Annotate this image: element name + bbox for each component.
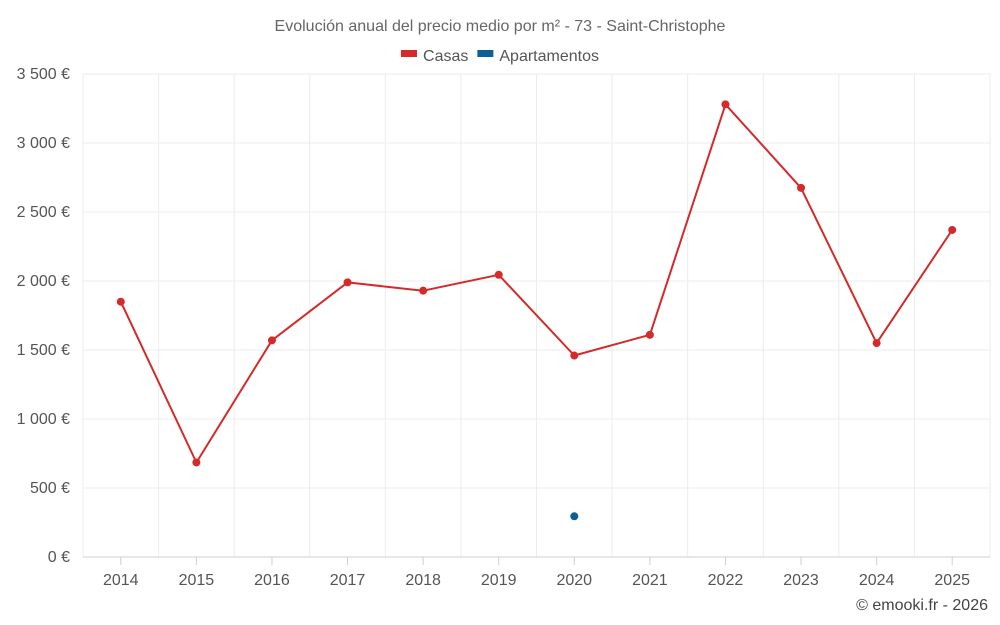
data-point xyxy=(570,512,579,521)
legend-label: Apartamentos xyxy=(499,48,599,65)
data-point xyxy=(948,225,957,234)
data-point xyxy=(267,336,276,345)
legend: Casas Apartamentos xyxy=(401,48,599,65)
legend-label: Casas xyxy=(423,48,468,65)
chart-title: Evolución anual del precio medio por m² … xyxy=(275,18,726,35)
x-tick-label: 2015 xyxy=(179,572,215,589)
y-tick-label: 500 € xyxy=(30,480,70,497)
x-tick-label: 2014 xyxy=(103,572,139,589)
credit-text: © emooki.fr - 2026 xyxy=(856,597,988,614)
data-point xyxy=(494,270,503,279)
x-tick-label: 2018 xyxy=(405,572,441,589)
legend-swatch xyxy=(477,50,494,57)
data-point xyxy=(192,458,201,467)
y-tick-label: 1 000 € xyxy=(17,411,70,428)
x-axis: 2014 2015 2016 2017 2018 2019 2020 2021 2022 2023… xyxy=(83,556,990,589)
y-tick-label: 3 000 € xyxy=(17,135,70,152)
y-tick-label: 0 € xyxy=(48,549,70,566)
x-tick-label: 2021 xyxy=(632,572,668,589)
x-tick-label: 2023 xyxy=(783,572,819,589)
series xyxy=(116,100,957,521)
data-point xyxy=(645,330,654,339)
x-tick-label: 2016 xyxy=(254,572,290,589)
series-line-casas xyxy=(119,103,954,464)
x-tick-label: 2025 xyxy=(934,572,970,589)
data-point xyxy=(721,100,730,109)
series-apartamentos xyxy=(570,512,579,521)
data-point xyxy=(797,183,806,192)
data-point xyxy=(419,286,428,295)
data-point xyxy=(570,351,579,360)
series-casas xyxy=(116,100,957,467)
data-point xyxy=(343,278,352,287)
y-tick-label: 1 500 € xyxy=(17,342,70,359)
data-point xyxy=(116,297,125,306)
legend-item-apartamentos: Apartamentos xyxy=(477,48,599,65)
y-tick-label: 2 000 € xyxy=(17,273,70,290)
legend-swatch xyxy=(401,50,418,57)
y-tick-label: 3 500 € xyxy=(17,66,70,83)
y-axis: 0 € 500 € 1 000 € 1 500 € 2 000 € 2 500 € 3 00… xyxy=(17,66,70,566)
x-tick-label: 2022 xyxy=(708,572,744,589)
legend-item-casas: Casas xyxy=(401,48,468,65)
x-tick-label: 2019 xyxy=(481,572,517,589)
x-tick-label: 2024 xyxy=(859,572,895,589)
x-tick-label: 2017 xyxy=(330,572,366,589)
x-tick-label: 2020 xyxy=(556,572,592,589)
y-tick-label: 2 500 € xyxy=(17,204,70,221)
data-point xyxy=(872,339,881,348)
